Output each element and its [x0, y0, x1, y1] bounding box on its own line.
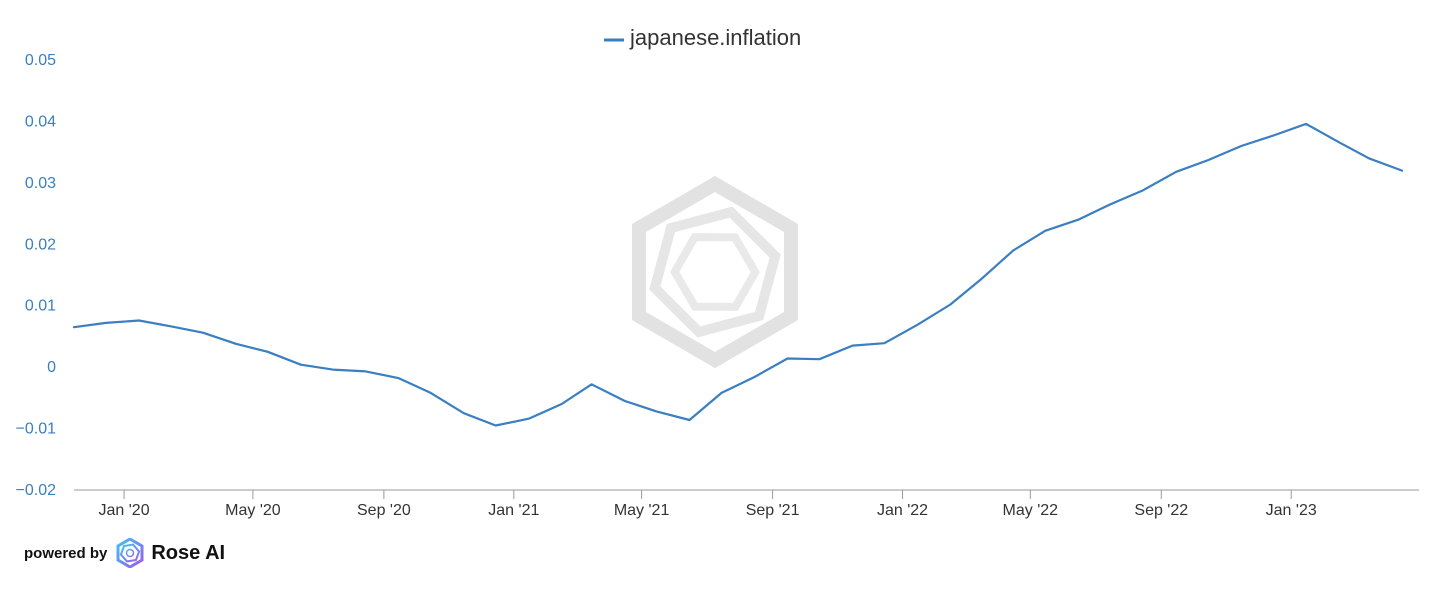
x-tick-label: May '21 [614, 502, 670, 519]
y-axis: 0.05 0.04 0.03 0.02 0.01 0 −0.01 −0.02 [16, 52, 57, 499]
legend[interactable]: japanese.inflation [604, 25, 801, 50]
y-tick-label: 0.03 [25, 175, 56, 192]
y-tick-label: −0.01 [16, 421, 57, 438]
powered-by-label: powered by [24, 544, 108, 562]
x-tick-label: Sep '20 [357, 502, 411, 519]
watermark-logo-icon [632, 175, 798, 369]
y-tick-label: 0.04 [25, 113, 56, 130]
x-tick-label: Jan '23 [1266, 502, 1317, 519]
y-tick-label: −0.02 [16, 482, 57, 499]
y-tick-label: 0.01 [25, 298, 56, 315]
x-tick-label: May '22 [1003, 502, 1059, 519]
y-tick-label: 0.02 [25, 236, 56, 253]
x-tick-label: May '20 [225, 502, 281, 519]
legend-label: japanese.inflation [629, 25, 801, 50]
series-line[interactable] [72, 122, 1404, 427]
series-layer [72, 122, 1404, 427]
x-tick-label: Jan '20 [99, 502, 150, 519]
y-tick-label: 0 [47, 359, 56, 376]
x-axis: Jan '20 May '20 Sep '20 Jan '21 May '21 Sep '… [74, 489, 1419, 519]
x-tick-label: Sep '22 [1134, 502, 1188, 519]
x-tick-label: Jan '22 [877, 502, 928, 519]
y-tick-label: 0.05 [25, 52, 56, 69]
branding[interactable]: powered by Rose AI [24, 536, 225, 570]
x-tick-label: Jan '21 [488, 502, 539, 519]
rose-ai-logo-icon [116, 538, 144, 568]
brand-name: Rose AI [151, 541, 226, 564]
x-tick-label: Sep '21 [746, 502, 800, 519]
